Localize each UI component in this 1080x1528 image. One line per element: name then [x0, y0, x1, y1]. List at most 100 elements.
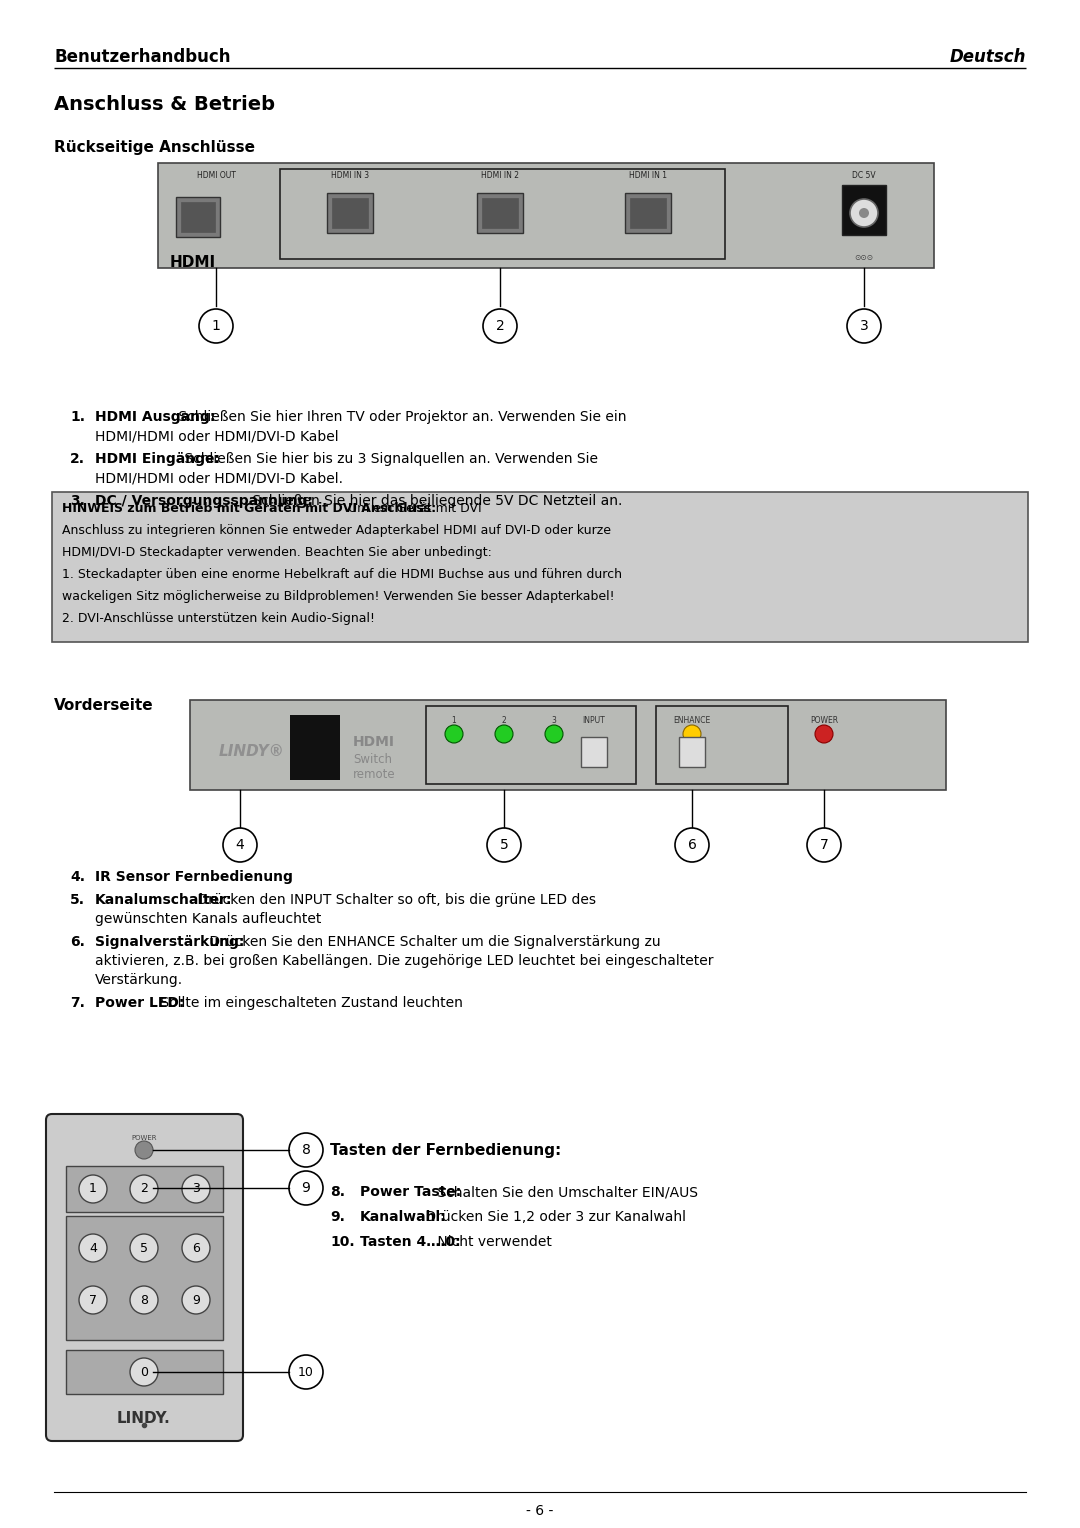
Circle shape	[483, 309, 517, 342]
Text: DC / Versorgungsspannung:: DC / Versorgungsspannung:	[95, 494, 313, 507]
Circle shape	[487, 828, 521, 862]
Text: 7.: 7.	[70, 996, 85, 1010]
FancyBboxPatch shape	[332, 199, 368, 228]
Text: Signalverstärkung:: Signalverstärkung:	[95, 935, 244, 949]
Text: Benutzerhandbuch: Benutzerhandbuch	[54, 47, 230, 66]
Text: Sollte im eingeschalteten Zustand leuchten: Sollte im eingeschalteten Zustand leucht…	[156, 996, 463, 1010]
Circle shape	[199, 309, 233, 342]
Text: 0: 0	[140, 1366, 148, 1378]
FancyBboxPatch shape	[327, 193, 373, 232]
Text: 10.: 10.	[330, 1235, 354, 1248]
Text: 5.: 5.	[70, 892, 85, 908]
Text: Switch: Switch	[353, 753, 392, 766]
Circle shape	[79, 1235, 107, 1262]
Text: 9: 9	[192, 1294, 200, 1306]
Text: 8: 8	[140, 1294, 148, 1306]
Text: HDMI Ausgang:: HDMI Ausgang:	[95, 410, 215, 423]
Text: gewünschten Kanals aufleuchtet: gewünschten Kanals aufleuchtet	[95, 912, 322, 926]
Text: 3: 3	[552, 717, 556, 724]
Circle shape	[289, 1132, 323, 1167]
Text: Schließen Sie hier bis zu 3 Signalquellen an. Verwenden Sie: Schließen Sie hier bis zu 3 Signalquelle…	[180, 452, 598, 466]
Text: 8: 8	[301, 1143, 310, 1157]
Text: 3.: 3.	[70, 494, 85, 507]
Text: 7: 7	[820, 837, 828, 853]
Text: Kanalumschalter:: Kanalumschalter:	[95, 892, 232, 908]
FancyBboxPatch shape	[842, 185, 886, 235]
Circle shape	[130, 1175, 158, 1203]
Circle shape	[79, 1175, 107, 1203]
Text: Anschluss & Betrieb: Anschluss & Betrieb	[54, 95, 275, 115]
FancyBboxPatch shape	[181, 202, 215, 232]
Text: Anschluss zu integrieren können Sie entweder Adapterkabel HDMI auf DVI-D oder ku: Anschluss zu integrieren können Sie entw…	[62, 524, 611, 536]
Text: 5: 5	[140, 1241, 148, 1254]
Circle shape	[847, 309, 881, 342]
Text: Kanalwahl:: Kanalwahl:	[360, 1210, 447, 1224]
FancyBboxPatch shape	[625, 193, 671, 232]
Text: 9.: 9.	[330, 1210, 345, 1224]
Text: 2: 2	[501, 717, 507, 724]
Text: Schalten Sie den Umschalter EIN/AUS: Schalten Sie den Umschalter EIN/AUS	[433, 1186, 698, 1199]
Circle shape	[79, 1287, 107, 1314]
Text: Tasten der Fernbedienung:: Tasten der Fernbedienung:	[330, 1143, 562, 1158]
FancyBboxPatch shape	[158, 163, 934, 267]
FancyBboxPatch shape	[66, 1351, 222, 1394]
Text: 4.: 4.	[70, 869, 85, 885]
Text: 6: 6	[688, 837, 697, 853]
Circle shape	[135, 1141, 153, 1160]
Circle shape	[222, 828, 257, 862]
Text: remote: remote	[353, 769, 395, 781]
FancyBboxPatch shape	[679, 736, 705, 767]
Text: wackeligen Sitz möglicherweise zu Bildproblemen! Verwenden Sie besser Adapterkab: wackeligen Sitz möglicherweise zu Bildpr…	[62, 590, 615, 604]
Circle shape	[859, 208, 869, 219]
Circle shape	[130, 1287, 158, 1314]
Circle shape	[183, 1175, 210, 1203]
Text: HDMI Eingänge:: HDMI Eingänge:	[95, 452, 220, 466]
Text: HDMI/HDMI oder HDMI/DVI-D Kabel: HDMI/HDMI oder HDMI/DVI-D Kabel	[95, 429, 339, 443]
Bar	[291, 715, 340, 779]
Text: 1: 1	[212, 319, 220, 333]
FancyBboxPatch shape	[190, 700, 946, 790]
Circle shape	[445, 724, 463, 743]
Text: 2: 2	[496, 319, 504, 333]
Text: DC 5V: DC 5V	[852, 171, 876, 180]
Text: LINDY.: LINDY.	[117, 1410, 171, 1426]
Text: Schließen Sie hier das beiliegende 5V DC Netzteil an.: Schließen Sie hier das beiliegende 5V DC…	[247, 494, 622, 507]
Text: Tasten 4….0:: Tasten 4….0:	[360, 1235, 461, 1248]
Text: ENHANCE: ENHANCE	[673, 717, 711, 724]
Text: Schließen Sie hier Ihren TV oder Projektor an. Verwenden Sie ein: Schließen Sie hier Ihren TV oder Projekt…	[174, 410, 626, 423]
Text: Power LED:: Power LED:	[95, 996, 185, 1010]
Text: 9: 9	[301, 1181, 310, 1195]
Text: 2.: 2.	[70, 452, 85, 466]
Circle shape	[183, 1287, 210, 1314]
Text: aktivieren, z.B. bei großen Kabellängen. Die zugehörige LED leuchtet bei eingesc: aktivieren, z.B. bei großen Kabellängen.…	[95, 953, 714, 969]
Text: 2: 2	[140, 1183, 148, 1195]
Text: INPUT: INPUT	[582, 717, 606, 724]
Text: POWER: POWER	[132, 1135, 157, 1141]
Text: Um ein Gerät mit DVI: Um ein Gerät mit DVI	[339, 503, 481, 515]
Text: Drücken den INPUT Schalter so oft, bis die grüne LED des: Drücken den INPUT Schalter so oft, bis d…	[192, 892, 595, 908]
Text: 4: 4	[89, 1241, 97, 1254]
Text: 6: 6	[192, 1241, 200, 1254]
Text: Nicht verwendet: Nicht verwendet	[433, 1235, 552, 1248]
Circle shape	[683, 724, 701, 743]
Circle shape	[289, 1170, 323, 1206]
Text: HDMI IN 3: HDMI IN 3	[330, 171, 369, 180]
Text: 10: 10	[298, 1366, 314, 1378]
Text: Power Taste:: Power Taste:	[360, 1186, 461, 1199]
Text: Verstärkung.: Verstärkung.	[95, 973, 184, 987]
Text: 8.: 8.	[330, 1186, 345, 1199]
Text: HDMI: HDMI	[353, 735, 395, 749]
Text: ⊙⊙⊙: ⊙⊙⊙	[854, 254, 874, 261]
Circle shape	[850, 199, 878, 228]
Text: 7: 7	[89, 1294, 97, 1306]
Circle shape	[495, 724, 513, 743]
Text: HDMI IN 2: HDMI IN 2	[481, 171, 519, 180]
Text: 5: 5	[500, 837, 509, 853]
Text: Drücken Sie 1,2 oder 3 zur Kanalwahl: Drücken Sie 1,2 oder 3 zur Kanalwahl	[421, 1210, 686, 1224]
FancyBboxPatch shape	[477, 193, 523, 232]
FancyBboxPatch shape	[52, 492, 1028, 642]
Text: POWER: POWER	[810, 717, 838, 724]
Text: 3: 3	[860, 319, 868, 333]
Text: HINWEIS zum Betrieb mit Geräten mit DVI Anschluss:: HINWEIS zum Betrieb mit Geräten mit DVI …	[62, 503, 436, 515]
Text: 3: 3	[192, 1183, 200, 1195]
